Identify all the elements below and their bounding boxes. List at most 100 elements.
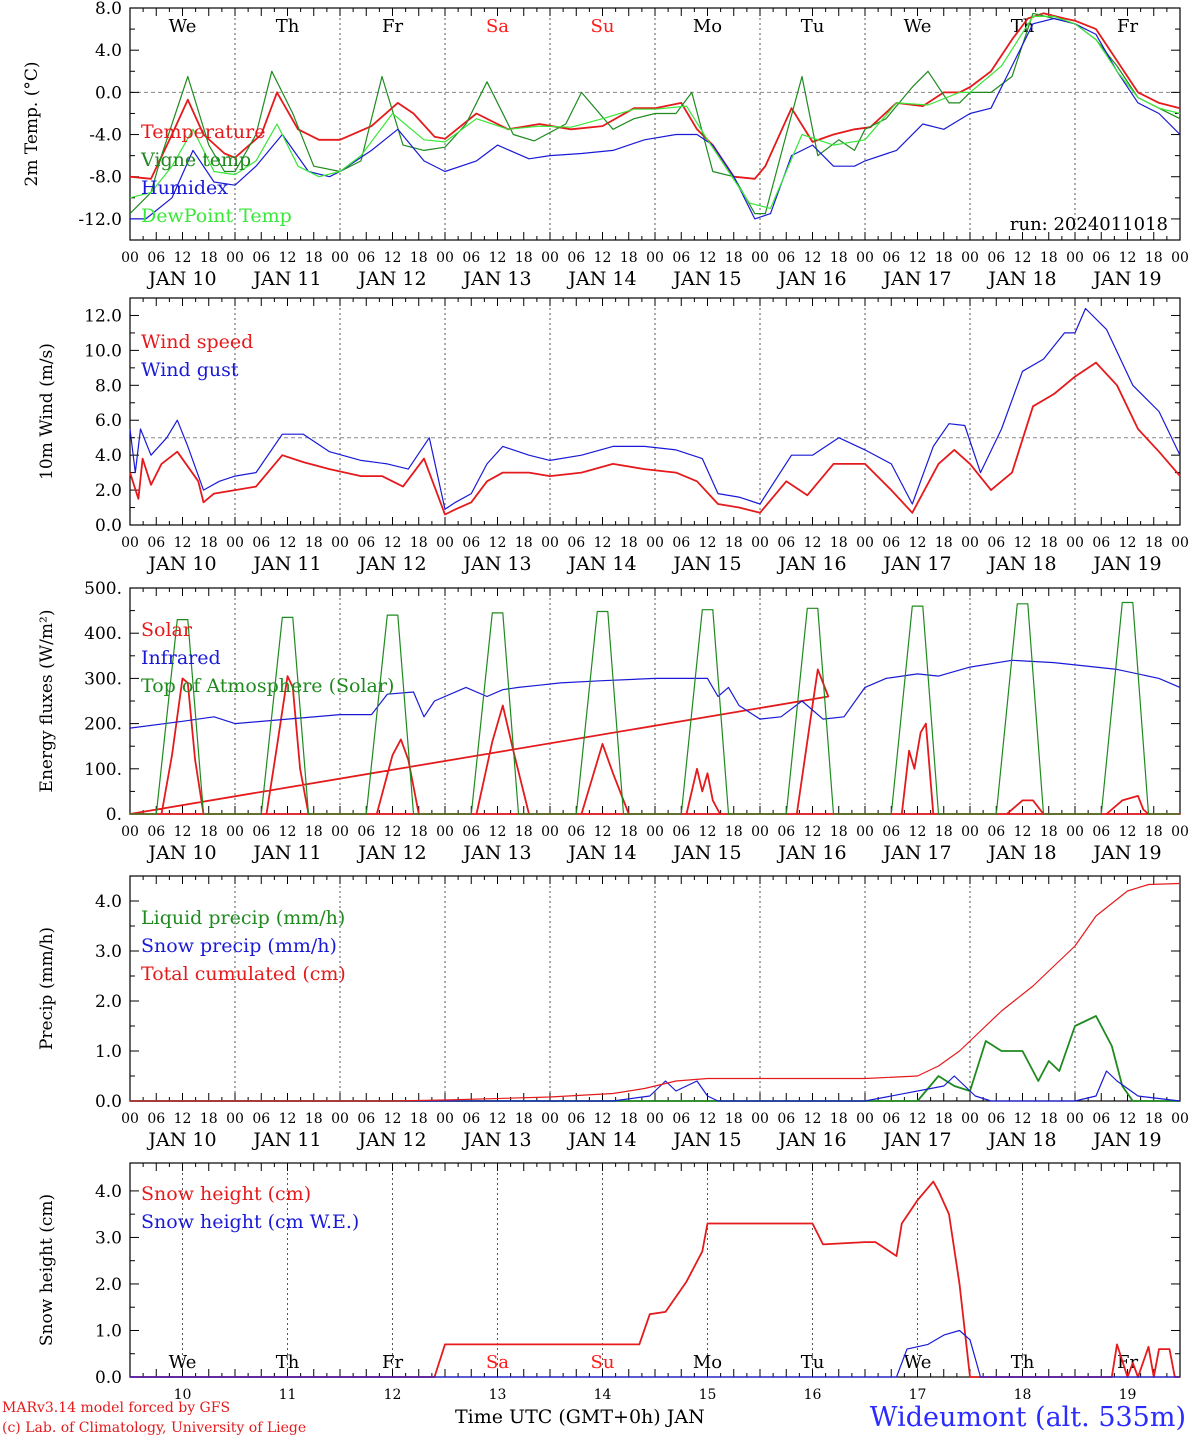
y-tick-label: -8.0: [89, 168, 122, 188]
hour-tick-label: 00: [121, 1111, 139, 1127]
hour-tick-label: 06: [987, 824, 1005, 840]
hour-tick-label: 06: [462, 535, 480, 551]
hour-tick-label: 06: [672, 535, 690, 551]
y-tick-label: 500.: [84, 579, 122, 599]
hour-tick-label: 06: [147, 824, 165, 840]
hour-tick-label: 18: [200, 535, 218, 551]
hour-tick-label: 12: [174, 824, 192, 840]
hour-tick-label: 18: [935, 1111, 953, 1127]
hour-tick-label: 12: [804, 1111, 822, 1127]
hour-tick-label: 06: [252, 535, 270, 551]
hour-tick-label: 06: [672, 824, 690, 840]
day-number-label: 15: [699, 1387, 717, 1403]
hour-tick-label: 00: [121, 250, 139, 266]
hour-tick-label: 06: [147, 250, 165, 266]
hour-tick-label: 18: [200, 250, 218, 266]
hour-tick-label: 18: [515, 250, 533, 266]
hour-tick-label: 06: [567, 250, 585, 266]
hour-tick-label: 12: [174, 1111, 192, 1127]
day-number-label: 10: [174, 1387, 192, 1403]
hour-tick-label: 00: [436, 250, 454, 266]
hour-tick-label: 12: [1014, 824, 1032, 840]
date-label: JAN 13: [461, 1129, 531, 1151]
y-tick-label: 0.0: [95, 1092, 122, 1112]
hour-tick-label: 00: [856, 1111, 874, 1127]
legend-entry: Humidex: [141, 177, 228, 199]
plot-frame: [129, 587, 1181, 815]
hour-tick-label: 18: [305, 250, 323, 266]
hour-tick-label: 06: [357, 824, 375, 840]
lab-credit: (c) Lab. of Climatology, University of L…: [2, 1420, 307, 1436]
hour-tick-label: 18: [620, 250, 638, 266]
legend-entry: Wind speed: [141, 331, 253, 353]
hour-tick-label: 12: [174, 250, 192, 266]
hour-tick-label: 00: [1066, 1111, 1084, 1127]
hour-tick-label: 12: [489, 824, 507, 840]
y-tick-label: 8.0: [95, 376, 122, 396]
hour-tick-label: 00: [646, 250, 664, 266]
hour-tick-label: 18: [1040, 1111, 1058, 1127]
hour-tick-label: 06: [987, 250, 1005, 266]
y-axis-title: Precip (mm/h): [37, 927, 57, 1050]
hour-tick-label: 00: [226, 824, 244, 840]
date-label: JAN 10: [146, 1129, 216, 1151]
hour-tick-label: 12: [594, 824, 612, 840]
hour-tick-label: 12: [594, 535, 612, 551]
y-tick-label: 100.: [84, 760, 122, 780]
hour-tick-label: 12: [1119, 1111, 1137, 1127]
hour-tick-label: 00: [1171, 1111, 1189, 1127]
day-number-label: 16: [804, 1387, 822, 1403]
hour-tick-label: 00: [541, 1111, 559, 1127]
weekday-label: Th: [276, 1352, 300, 1373]
y-tick-label: 1.0: [95, 1042, 122, 1062]
hour-tick-label: 12: [594, 1111, 612, 1127]
hour-tick-label: 06: [987, 1111, 1005, 1127]
hour-tick-label: 18: [1145, 824, 1163, 840]
hour-tick-label: 06: [672, 250, 690, 266]
date-label: JAN 14: [566, 842, 636, 864]
panel-1: -12.0 -8.0 -4.0 0.0 4.0 8.0 2m Temp. (°C) We Th F…: [22, 0, 1189, 290]
date-label: JAN 13: [461, 553, 531, 575]
hour-tick-label: 18: [1040, 824, 1058, 840]
hour-tick-label: 00: [331, 1111, 349, 1127]
hour-tick-label: 18: [725, 250, 743, 266]
hour-tick-label: 12: [279, 250, 297, 266]
date-label: JAN 10: [146, 268, 216, 290]
hour-tick-label: 00: [751, 1111, 769, 1127]
hour-tick-label: 18: [410, 535, 428, 551]
series-line: [130, 1180, 1180, 1378]
y-tick-label: 0.0: [95, 516, 122, 536]
hour-tick-label: 06: [1092, 824, 1110, 840]
date-label: JAN 14: [566, 553, 636, 575]
legend-entry: Snow height (cm W.E.): [141, 1211, 359, 1233]
hour-tick-label: 12: [1119, 535, 1137, 551]
hour-tick-label: 06: [882, 824, 900, 840]
hour-tick-label: 06: [882, 535, 900, 551]
time-axis-label: Time UTC (GMT+0h) JAN: [455, 1406, 705, 1428]
legend-entry: Wind gust: [141, 359, 239, 381]
hour-tick-label: 00: [751, 250, 769, 266]
hour-tick-label: 00: [436, 1111, 454, 1127]
series-line: [130, 1329, 1180, 1378]
date-label: JAN 17: [881, 1129, 951, 1151]
date-label: JAN 15: [671, 268, 741, 290]
date-label: JAN 12: [356, 842, 426, 864]
panel-3: 0. 100. 200. 300. 400. 500. Energy fluxes (W/m…: [37, 579, 1189, 864]
y-tick-label: -4.0: [89, 126, 122, 146]
weekday-label: Fr: [1117, 1352, 1138, 1373]
hour-tick-label: 12: [909, 250, 927, 266]
hour-tick-label: 18: [515, 535, 533, 551]
hour-tick-label: 12: [384, 1111, 402, 1127]
date-label: JAN 10: [146, 553, 216, 575]
hour-tick-label: 18: [1040, 535, 1058, 551]
hour-tick-label: 06: [357, 250, 375, 266]
series-line: [129, 361, 1181, 516]
date-label: JAN 14: [566, 268, 636, 290]
date-label: JAN 16: [776, 1129, 846, 1151]
hour-tick-label: 12: [384, 535, 402, 551]
hour-tick-label: 18: [830, 824, 848, 840]
hour-tick-label: 06: [462, 250, 480, 266]
day-number-label: 19: [1119, 1387, 1137, 1403]
hour-tick-label: 18: [410, 824, 428, 840]
hour-tick-label: 18: [305, 535, 323, 551]
